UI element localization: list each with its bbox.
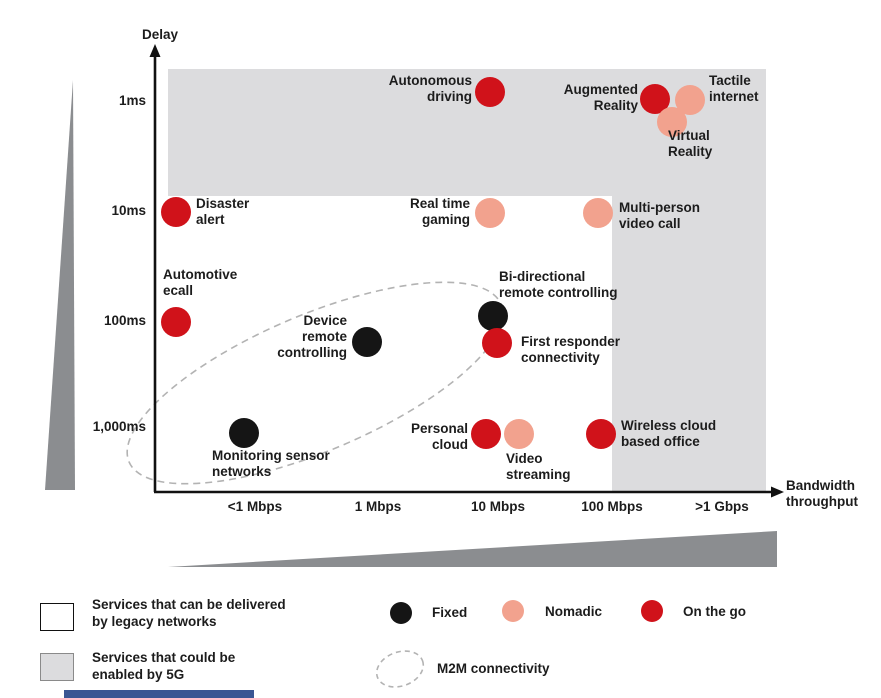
x-tick-1mbps: 1 Mbps — [354, 499, 402, 514]
y-tick-1ms: 1ms — [118, 93, 146, 108]
legend-label-5g: Services that could be enabled by 5G — [92, 650, 236, 682]
bandwidth-wedge — [168, 531, 777, 567]
point-dot-disaster-alert — [161, 197, 191, 227]
point-label-personal-cloud: Personal cloud — [410, 421, 468, 452]
y-axis-arrow — [149, 44, 161, 57]
x-tick-gt1gbps: >1 Gbps — [695, 499, 749, 514]
point-label-bi-directional-remote-controlling: Bi-directional remote controlling — [499, 269, 618, 300]
point-dot-video-streaming — [504, 419, 534, 449]
point-label-multi-person-video-call: Multi-person video call — [619, 200, 700, 231]
legend-label-on-the-go: On the go — [683, 604, 746, 619]
x-tick-100mbps: 100 Mbps — [581, 499, 643, 514]
legend-label-fixed: Fixed — [432, 605, 468, 620]
point-label-monitoring-sensor-networks: Monitoring sensor networks — [212, 448, 330, 479]
point-label-real-time-gaming: Real time gaming — [409, 196, 470, 227]
point-dot-autonomous-driving — [475, 77, 505, 107]
y-tick-10ms: 10ms — [111, 203, 146, 218]
delay-wedge — [45, 80, 75, 490]
point-label-autonomous-driving: Autonomous driving — [388, 73, 472, 104]
y-tick-1000ms: 1,000ms — [92, 419, 146, 434]
legend-box-5g — [40, 653, 74, 681]
point-dot-virtual-reality — [657, 107, 687, 137]
x-axis-title: Bandwidth throughput — [786, 478, 858, 510]
legend-dot-on-the-go — [641, 600, 663, 622]
m2m-legend-ellipse — [375, 650, 425, 688]
x-tick-10mbps: 10 Mbps — [470, 499, 525, 514]
point-label-virtual-reality: Virtual Reality — [668, 128, 713, 159]
point-dot-automotive-ecall — [161, 307, 191, 337]
point-dot-multi-person-video-call — [583, 198, 613, 228]
point-dot-monitoring-sensor-networks — [229, 418, 259, 448]
point-label-video-streaming: Video streaming — [506, 451, 571, 482]
point-dot-wireless-cloud-based-office — [586, 419, 616, 449]
legend-dot-fixed — [390, 602, 412, 624]
point-dot-real-time-gaming — [475, 198, 505, 228]
point-dot-personal-cloud — [471, 419, 501, 449]
point-label-wireless-cloud-based-office: Wireless cloud based office — [621, 418, 717, 449]
x-tick-lt1mbps: <1 Mbps — [227, 499, 283, 514]
point-label-tactile-internet: Tactile internet — [709, 73, 759, 104]
legend-label-m2m: M2M connectivity — [437, 661, 550, 676]
point-label-augmented-reality: Augmented Reality — [563, 82, 638, 113]
5g-band-right — [612, 196, 766, 492]
y-axis-title: Delay — [142, 27, 179, 42]
legend-label-legacy: Services that can be delivered by legacy… — [92, 597, 286, 629]
point-label-first-responder-connectivity: First responder connectivity — [521, 334, 621, 365]
x-axis-arrow — [771, 486, 784, 498]
bottom-blue-bar — [64, 690, 254, 698]
point-label-disaster-alert: Disaster alert — [196, 196, 250, 227]
legend-dot-nomadic — [502, 600, 524, 622]
point-label-automotive-ecall: Automotive ecall — [163, 267, 238, 298]
point-dot-device-remote-controlling — [352, 327, 382, 357]
y-tick-100ms: 100ms — [103, 313, 146, 328]
legend-label-nomadic: Nomadic — [545, 604, 603, 619]
point-label-device-remote-controlling: Device remote controlling — [277, 313, 347, 360]
legend-box-legacy — [40, 603, 74, 631]
point-dot-bi-directional-remote-controlling — [478, 301, 508, 331]
point-dot-first-responder-connectivity — [482, 328, 512, 358]
